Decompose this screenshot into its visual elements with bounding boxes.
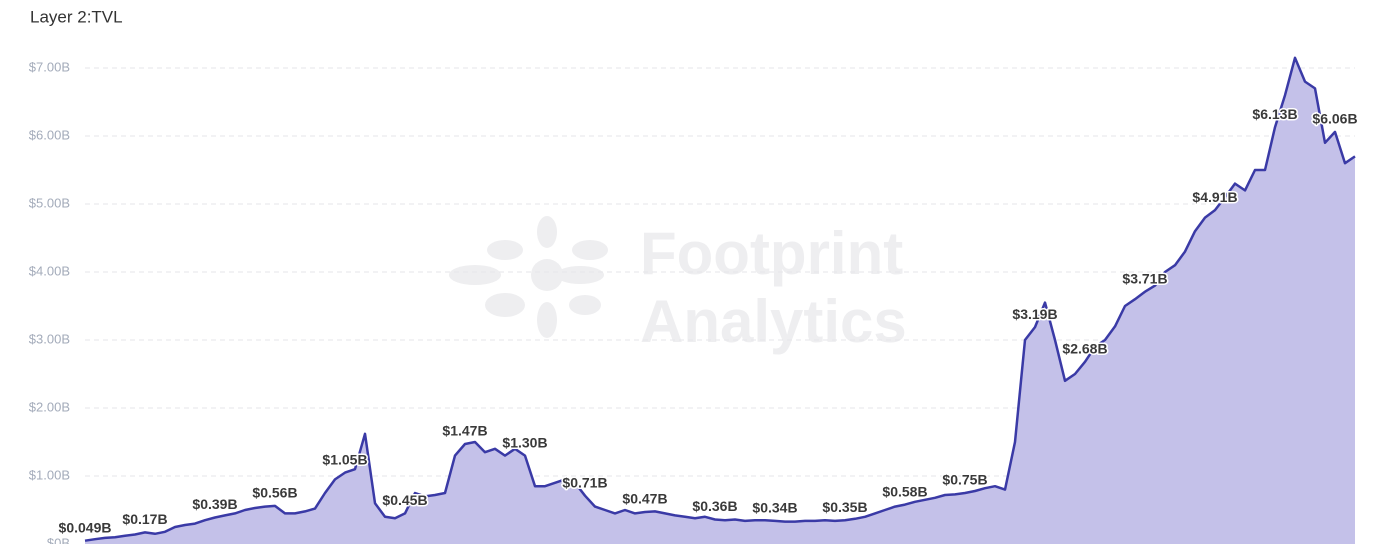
data-label: $0.36B [692,498,737,514]
data-label: $0.58B [882,483,927,499]
y-tick-label: $3.00B [29,331,70,346]
y-tick-label: $7.00B [29,59,70,74]
data-label: $6.06B [1312,111,1357,127]
data-label: $3.71B [1122,270,1167,286]
data-label: $0.35B [822,499,867,515]
data-label: $1.05B [322,451,367,467]
data-label: $0.71B [562,474,607,490]
data-label: $1.30B [502,434,547,450]
data-label: $0.75B [942,472,987,488]
data-label: $6.13B [1252,106,1297,122]
y-tick-label: $0B [47,535,70,544]
data-label: $2.68B [1062,340,1107,356]
y-tick-label: $2.00B [29,399,70,414]
watermark-logo [449,216,608,338]
y-tick-label: $6.00B [29,127,70,142]
data-label: $4.91B [1192,189,1237,205]
data-label: $1.47B [442,423,487,439]
data-label: $3.19B [1012,306,1057,322]
data-label: $0.39B [192,496,237,512]
data-label: $0.049B [59,519,112,535]
chart-title: Layer 2:TVL [30,7,123,26]
watermark-text: Footprint [640,220,903,287]
area [85,57,1355,544]
data-label: $0.47B [622,491,667,507]
data-label: $0.45B [382,492,427,508]
data-label: $0.34B [752,500,797,516]
y-tick-label: $1.00B [29,467,70,482]
y-tick-label: $5.00B [29,195,70,210]
data-label: $0.56B [252,485,297,501]
y-tick-label: $4.00B [29,263,70,278]
line [84,56,1356,542]
data-label: $0.17B [122,511,167,527]
watermark-text: Analytics [640,288,907,355]
